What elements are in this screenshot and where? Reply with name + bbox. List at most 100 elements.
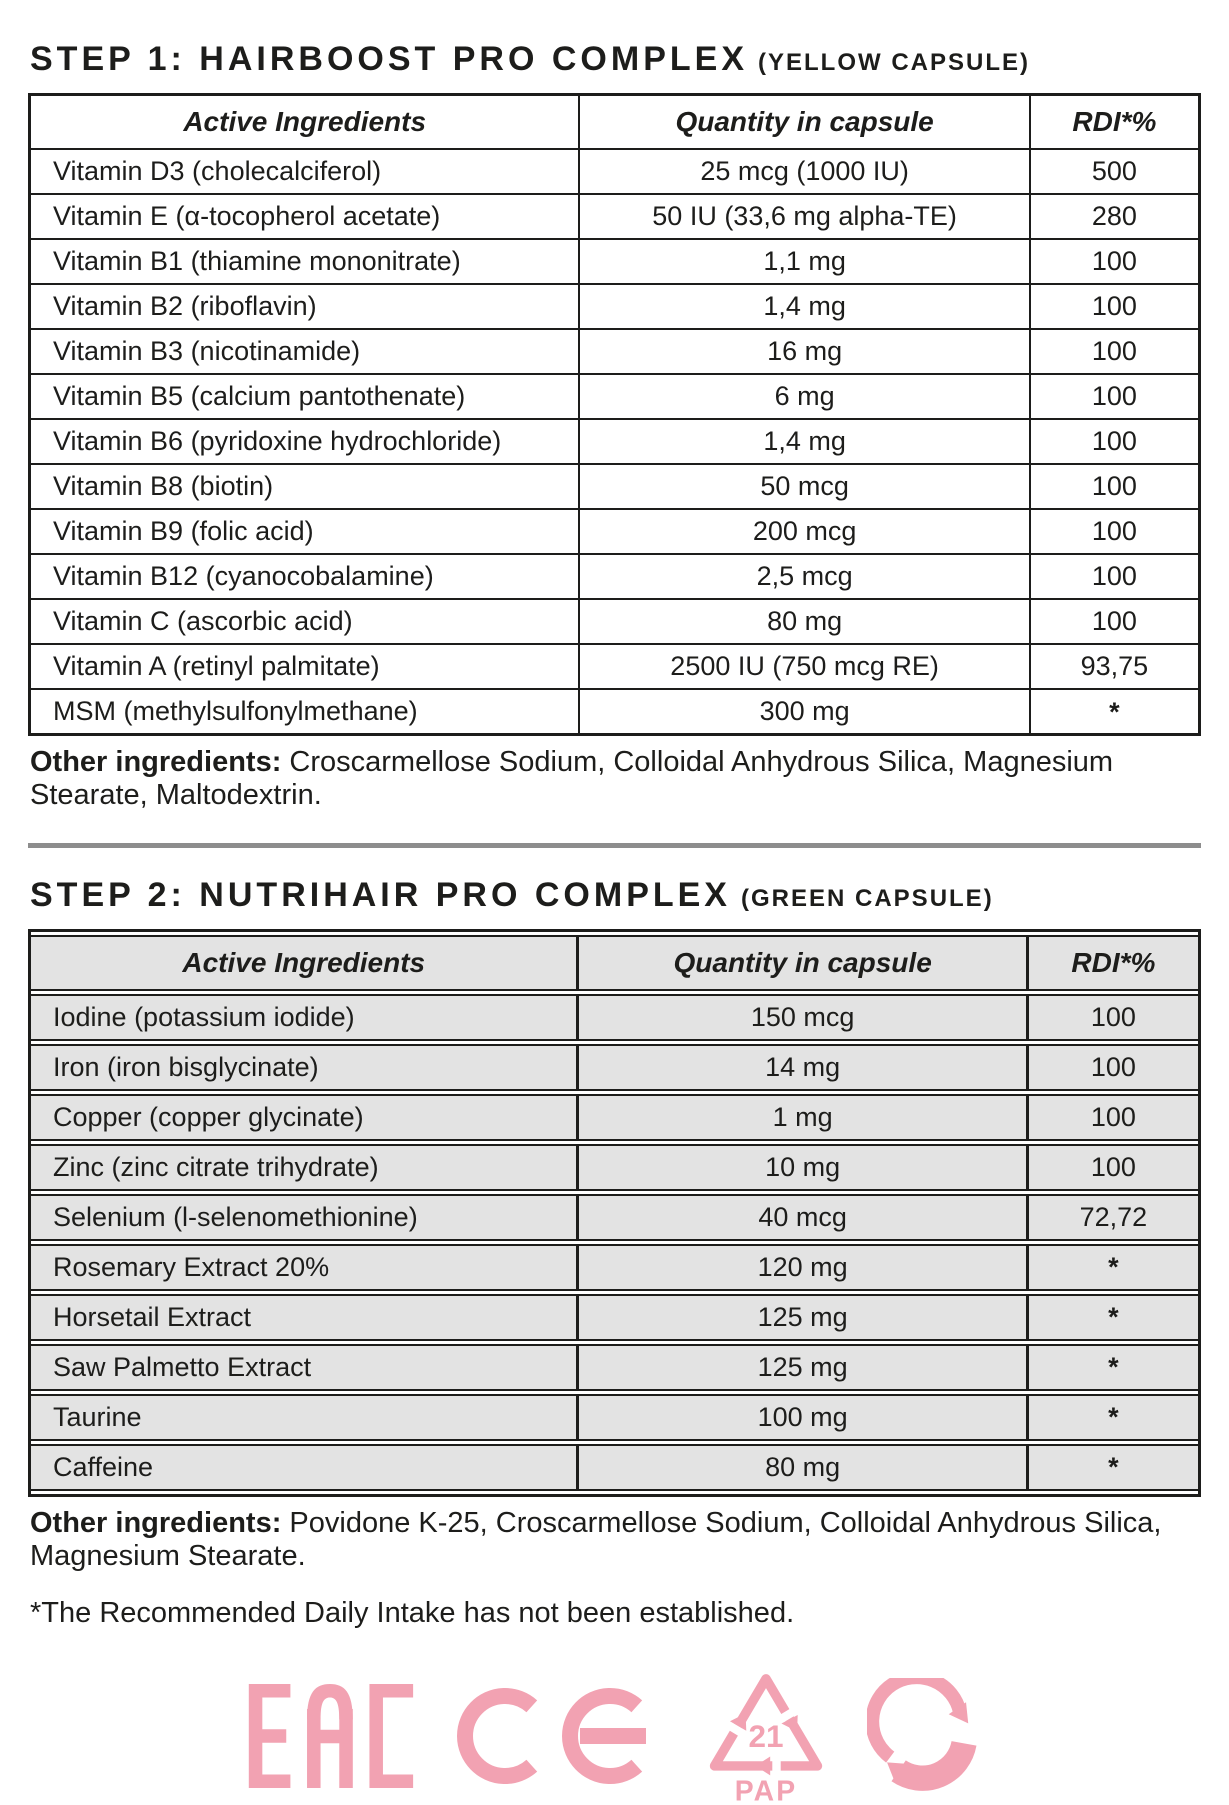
quantity-cell: 80 mg — [579, 1443, 1029, 1491]
step2-heading: STEP 2: NUTRIHAIR PRO COMPLEX (GREEN CAPS… — [30, 876, 1201, 915]
table-row: Vitamin E (α-tocopherol acetate) 50 IU (3… — [28, 193, 1201, 240]
rdi-cell: 100 — [1028, 1043, 1198, 1091]
rdi-cell: * — [1028, 1443, 1198, 1491]
rdi-cell: 100 — [1028, 1093, 1198, 1141]
header-rdi-percent: RDI*% — [1028, 93, 1201, 150]
quantity-cell: 1,4 mg — [578, 418, 1031, 465]
rdi-cell: 100 — [1028, 283, 1201, 330]
quantity-cell: 1 mg — [579, 1093, 1029, 1141]
ingredient-cell: Vitamin D3 (cholecalciferol) — [28, 148, 581, 195]
ingredient-cell: Vitamin B5 (calcium pantothenate) — [28, 373, 581, 420]
quantity-cell: 6 mg — [578, 373, 1031, 420]
ingredient-cell: Vitamin B2 (riboflavin) — [28, 283, 581, 330]
table-row: Vitamin B6 (pyridoxine hydrochloride) 1,4… — [28, 418, 1201, 465]
quantity-cell: 125 mg — [579, 1293, 1029, 1341]
step1-heading: STEP 1: HAIRBOOST PRO COMPLEX (YELLOW CAP… — [30, 40, 1201, 79]
rdi-cell: 280 — [1028, 193, 1201, 240]
rdi-cell: * — [1028, 1243, 1198, 1291]
table-row: Vitamin B2 (riboflavin) 1,4 mg 100 — [28, 283, 1201, 330]
ingredient-cell: Caffeine — [31, 1443, 580, 1491]
quantity-cell: 40 mcg — [579, 1193, 1029, 1241]
table-row: Copper (copper glycinate) 1 mg 100 — [31, 1093, 1198, 1141]
rdi-cell: * — [1028, 1293, 1198, 1341]
step1-other-ingredients: Other ingredients: Croscarmellose Sodium… — [30, 746, 1199, 813]
table-header-row: Active Ingredients Quantity in capsule R… — [31, 934, 1198, 991]
header-active-ingredients: Active Ingredients — [31, 934, 580, 991]
quantity-cell: 120 mg — [579, 1243, 1029, 1291]
ingredient-cell: Vitamin B12 (cyanocobalamine) — [28, 553, 581, 600]
ingredient-cell: Iodine (potassium iodide) — [31, 993, 580, 1041]
quantity-cell: 125 mg — [579, 1343, 1029, 1391]
other-ingredients-label: Other ingredients: — [30, 746, 282, 778]
table-row: Vitamin B3 (nicotinamide) 16 mg 100 — [28, 328, 1201, 375]
table-row: Vitamin B8 (biotin) 50 mcg 100 — [28, 463, 1201, 510]
table-row: Caffeine 80 mg * — [31, 1443, 1198, 1491]
rdi-cell: 100 — [1028, 1143, 1198, 1191]
table-row: Vitamin B5 (calcium pantothenate) 6 mg 100 — [28, 373, 1201, 420]
pap-code-label: 21 — [748, 1718, 783, 1754]
ingredient-cell: Saw Palmetto Extract — [31, 1343, 580, 1391]
table-row: Vitamin B12 (cyanocobalamine) 2,5 mcg 100 — [28, 553, 1201, 600]
quantity-cell: 150 mcg — [579, 993, 1029, 1041]
ingredient-cell: Horsetail Extract — [31, 1293, 580, 1341]
ingredient-cell: Vitamin B3 (nicotinamide) — [28, 328, 581, 375]
table-row: Saw Palmetto Extract 125 mg * — [31, 1343, 1198, 1391]
quantity-cell: 2,5 mcg — [578, 553, 1031, 600]
ce-mark-icon — [456, 1687, 646, 1784]
ingredient-cell: Selenium (l-selenomethionine) — [31, 1193, 580, 1241]
quantity-cell: 80 mg — [578, 598, 1031, 645]
ingredient-cell: Taurine — [31, 1393, 580, 1441]
other-ingredients-label: Other ingredients: — [30, 1506, 282, 1539]
table-header-row: Active Ingredients Quantity in capsule R… — [28, 93, 1201, 150]
quantity-cell: 100 mg — [579, 1393, 1029, 1441]
table-row: Vitamin B9 (folic acid) 200 mcg 100 — [28, 508, 1201, 555]
table-row: Horsetail Extract 125 mg * — [31, 1293, 1198, 1341]
quantity-cell: 50 IU (33,6 mg alpha-TE) — [578, 193, 1031, 240]
ingredient-cell: Rosemary Extract 20% — [31, 1243, 580, 1291]
step2-table: Active Ingredients Quantity in capsule R… — [28, 928, 1201, 1497]
rdi-cell: 100 — [1028, 418, 1201, 465]
table-row: Vitamin B1 (thiamine mononitrate) 1,1 mg 1… — [28, 238, 1201, 285]
table-row: Zinc (zinc citrate trihydrate) 10 mg 100 — [31, 1143, 1198, 1191]
ingredient-cell: Vitamin B9 (folic acid) — [28, 508, 581, 555]
step2-title: STEP 2: NUTRIHAIR PRO COMPLEX — [30, 875, 731, 914]
rdi-cell: 500 — [1028, 148, 1201, 195]
rdi-cell: 100 — [1028, 508, 1201, 555]
header-active-ingredients: Active Ingredients — [28, 93, 581, 150]
rdi-cell: 100 — [1028, 598, 1201, 645]
rdi-cell: 100 — [1028, 238, 1201, 285]
rdi-cell: * — [1028, 1393, 1198, 1441]
certification-icons-row: 21 PAP — [28, 1666, 1201, 1805]
ingredient-cell: Vitamin B6 (pyridoxine hydrochloride) — [28, 418, 581, 465]
table-row: MSM (methylsulfonylmethane) 300 mg * — [28, 688, 1201, 736]
green-dot-recycling-icon — [866, 1677, 976, 1791]
table-row: Iodine (potassium iodide) 150 mcg 100 — [31, 993, 1198, 1041]
table-row: Selenium (l-selenomethionine) 40 mcg 72,72 — [31, 1193, 1198, 1241]
header-quantity-in-capsule: Quantity in capsule — [578, 93, 1031, 150]
step2-subtitle: (GREEN CAPSULE) — [741, 884, 994, 912]
section-divider — [28, 842, 1201, 848]
quantity-cell: 14 mg — [579, 1043, 1029, 1091]
ingredient-cell: Copper (copper glycinate) — [31, 1093, 580, 1141]
step1-title: STEP 1: HAIRBOOST PRO COMPLEX — [30, 40, 749, 78]
quantity-cell: 50 mcg — [578, 463, 1031, 510]
ingredient-cell: Zinc (zinc citrate trihydrate) — [31, 1143, 580, 1191]
rdi-cell: 100 — [1028, 553, 1201, 600]
quantity-cell: 2500 IU (750 mcg RE) — [578, 643, 1031, 690]
rdi-cell: 72,72 — [1028, 1193, 1198, 1241]
table-row: Iron (iron bisglycinate) 14 mg 100 — [31, 1043, 1198, 1091]
recycling-code-21-pap-icon: 21 PAP — [709, 1674, 822, 1805]
quantity-cell: 16 mg — [578, 328, 1031, 375]
rdi-cell: 100 — [1028, 373, 1201, 420]
table-row: Taurine 100 mg * — [31, 1393, 1198, 1441]
table-row: Vitamin A (retinyl palmitate) 2500 IU (75… — [28, 643, 1201, 690]
step2-other-ingredients: Other ingredients: Povidone K-25, Crosca… — [30, 1507, 1199, 1574]
step1-subtitle: (YELLOW CAPSULE) — [758, 49, 1031, 76]
header-quantity-in-capsule: Quantity in capsule — [579, 934, 1029, 991]
rdi-cell: * — [1028, 1343, 1198, 1391]
pap-label: PAP — [734, 1776, 796, 1805]
table-row: Vitamin C (ascorbic acid) 80 mg 100 — [28, 598, 1201, 645]
rdi-cell: 93,75 — [1028, 643, 1201, 690]
ingredient-cell: MSM (methylsulfonylmethane) — [28, 688, 581, 736]
eac-mark-icon — [248, 1683, 413, 1788]
